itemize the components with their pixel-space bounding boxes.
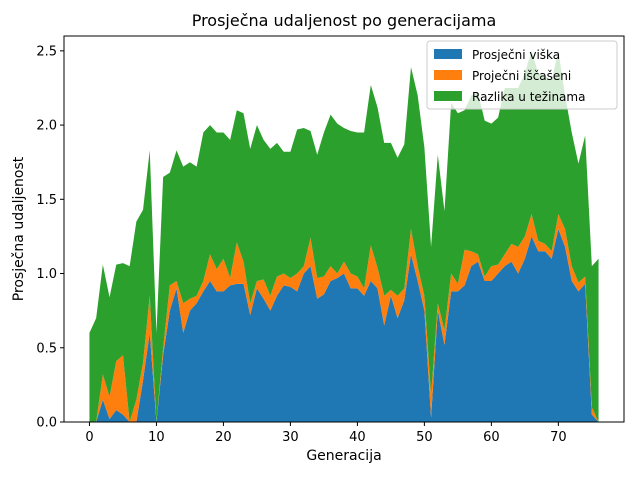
- legend-swatch-2: [434, 70, 462, 80]
- y-tick-label: 2.5: [36, 44, 57, 59]
- chart-title: Prosječna udaljenost po generacijama: [192, 11, 497, 30]
- legend-label-3: Razlika u težinama: [472, 90, 585, 104]
- x-tick-label: 40: [349, 430, 366, 445]
- y-tick-label: 0.0: [36, 416, 57, 431]
- legend-swatch-1: [434, 49, 462, 59]
- y-tick-label: 0.5: [36, 341, 57, 356]
- plot-frame: [63, 35, 625, 423]
- x-tick-label: 20: [215, 430, 232, 445]
- x-tick-label: 50: [416, 430, 433, 445]
- x-tick-label: 10: [148, 430, 165, 445]
- y-axis: 0.0 0.5 1.0 1.5 2.0 2.5: [36, 44, 64, 431]
- area-series-2: [89, 214, 599, 422]
- y-tick-label: 1.5: [36, 193, 57, 208]
- legend-label-2: Proječni iščašeni: [472, 69, 571, 83]
- x-tick-label: 70: [550, 430, 567, 445]
- legend-swatch-3: [434, 91, 462, 101]
- area-series-group: [89, 50, 599, 422]
- x-axis-label: Generacija: [306, 448, 381, 464]
- legend-label-1: Prosječni viška: [472, 48, 560, 62]
- x-tick-label: 30: [282, 430, 299, 445]
- area-series-1: [89, 229, 599, 422]
- x-axis: 0 10 20 30 40 50 60 70: [85, 422, 567, 445]
- y-tick-label: 2.0: [36, 119, 57, 134]
- x-tick-label: 60: [483, 430, 500, 445]
- legend-frame: [426, 40, 618, 110]
- x-tick-label: 0: [85, 430, 93, 445]
- y-axis-label: Prosječna udaljenost: [11, 156, 27, 301]
- legend: Prosječni viška Proječni iščašeni Razlika …: [426, 40, 618, 110]
- y-tick-label: 1.0: [36, 267, 57, 282]
- area-series-3: [89, 50, 599, 422]
